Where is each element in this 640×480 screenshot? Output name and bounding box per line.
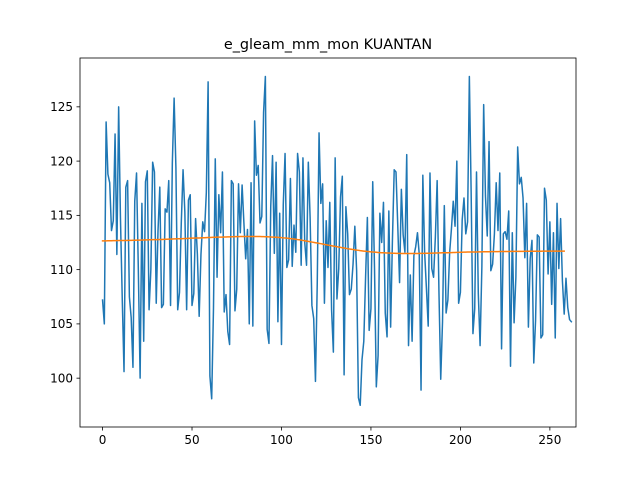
x-tick-label: 100: [270, 433, 293, 447]
series-line-2: [101, 235, 565, 255]
y-tick-label: 100: [50, 371, 73, 385]
y-tick-label: 120: [50, 154, 73, 168]
x-tick-label: 150: [359, 433, 382, 447]
series-line-1: [101, 75, 573, 407]
x-tick-label: 200: [449, 433, 472, 447]
y-tick-label: 115: [50, 209, 73, 223]
chart-title: e_gleam_mm_mon KUANTAN: [224, 37, 432, 53]
axes-frame: [79, 57, 577, 428]
x-tick-label: 0: [99, 433, 107, 447]
y-tick-label: 125: [50, 100, 73, 114]
x-tick-label: 250: [538, 433, 561, 447]
y-tick-label: 110: [50, 263, 73, 277]
plot-series: [101, 75, 573, 407]
y-tick-label: 105: [50, 317, 73, 331]
x-tick-label: 50: [184, 433, 199, 447]
axes: 0 50 100 150 200 250 100 105 110 115 120 125: [50, 57, 577, 447]
